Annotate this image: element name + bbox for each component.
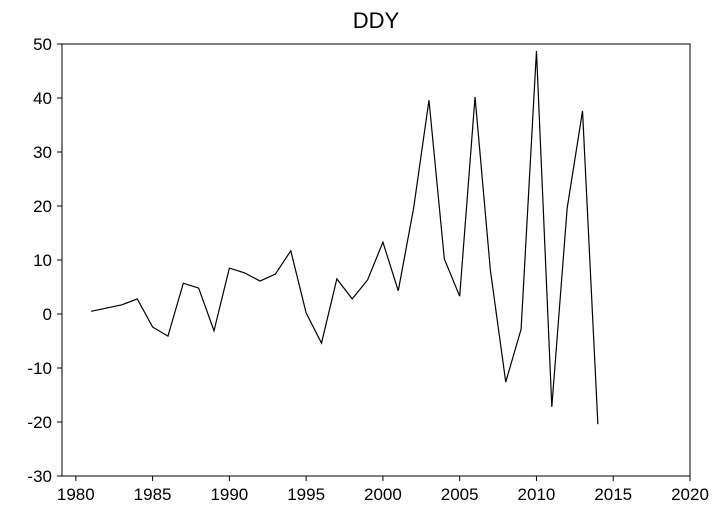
y-tick-label: -30 <box>27 467 52 486</box>
y-tick-label: 10 <box>33 251 52 270</box>
x-tick-label: 2000 <box>364 485 402 504</box>
x-tick-label: 2010 <box>518 485 556 504</box>
chart-title: DDY <box>353 8 400 33</box>
y-tick-label: 50 <box>33 35 52 54</box>
x-tick-label: 1990 <box>210 485 248 504</box>
y-tick-label: -20 <box>27 413 52 432</box>
y-tick-label: -10 <box>27 359 52 378</box>
x-tick-label: 1980 <box>57 485 95 504</box>
y-tick-label: 30 <box>33 143 52 162</box>
x-tick-label: 1985 <box>134 485 172 504</box>
x-tick-label: 2005 <box>441 485 479 504</box>
x-tick-label: 2015 <box>594 485 632 504</box>
y-tick-label: 40 <box>33 89 52 108</box>
y-tick-label: 0 <box>43 305 52 324</box>
data-line <box>91 50 599 425</box>
x-tick-label: 2020 <box>671 485 709 504</box>
x-tick-label: 1995 <box>287 485 325 504</box>
y-tick-label: 20 <box>33 197 52 216</box>
